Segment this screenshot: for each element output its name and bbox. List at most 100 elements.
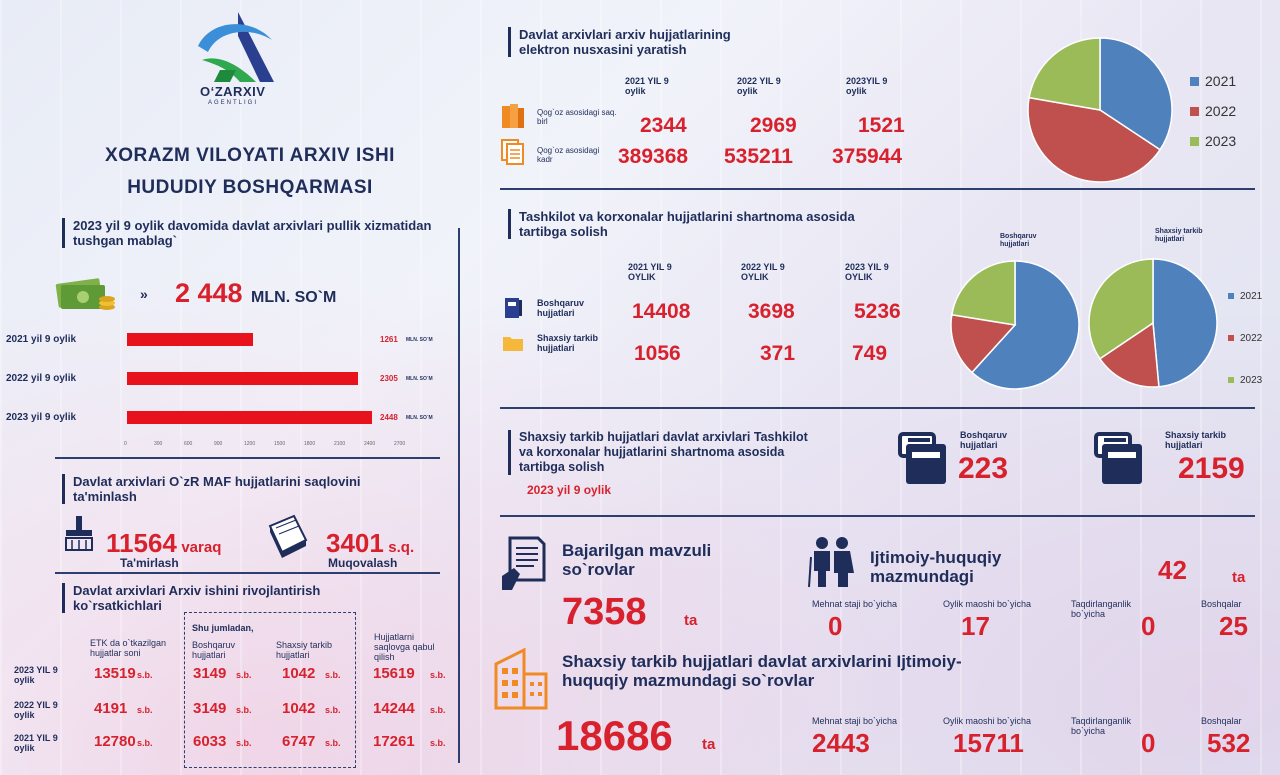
pie-slice-2022 bbox=[1098, 321, 1160, 388]
bar-axis-tick: 1200 bbox=[244, 441, 256, 447]
logo-mark-icon bbox=[198, 12, 274, 82]
bar-label: 2023 yil 9 oylik bbox=[6, 412, 77, 423]
boshqaruv-pie-chart bbox=[950, 260, 1080, 390]
bar-data-unit: MLN. SO`M bbox=[406, 376, 433, 382]
contract-r2-v3: 749 bbox=[852, 342, 888, 365]
digital-pie-chart bbox=[1027, 37, 1173, 183]
legend-swatch bbox=[1190, 106, 1199, 116]
dev-row-unit: s.b. bbox=[325, 705, 341, 715]
dev-row-v2: 3149 bbox=[193, 665, 227, 682]
document-hand-icon bbox=[500, 536, 546, 597]
dev-row-v2: 3149 bbox=[193, 700, 227, 717]
social-v4: 25 bbox=[1219, 611, 1248, 641]
pie-slice-2023 bbox=[950, 260, 1016, 326]
dev-row-v1: 13519 bbox=[94, 665, 136, 682]
personal-cat2: Oylik maoshi bo`yicha bbox=[943, 716, 1032, 726]
social-unit: ta bbox=[1232, 569, 1246, 586]
pie-slice-2023 bbox=[1088, 258, 1154, 360]
bar-axis-tick: 2700 bbox=[394, 441, 406, 447]
people-icon bbox=[808, 535, 858, 594]
page-title-line2: HUDUDIY BOSHQARMASI bbox=[127, 177, 373, 198]
digital-pie-legend: 2021 2022 2023 bbox=[1190, 66, 1236, 156]
bar-axis-tick: 2400 bbox=[364, 441, 376, 447]
bar-data-label: 1261 bbox=[380, 335, 398, 344]
contract-r1-v2: 3698 bbox=[748, 300, 795, 323]
contract-r2-v2: 371 bbox=[760, 342, 796, 365]
legend-label: 2021 bbox=[1205, 73, 1237, 89]
dev-row-v2: 6033 bbox=[193, 733, 227, 750]
bar-axis-tick: 900 bbox=[214, 441, 223, 447]
legend-item: 2023 bbox=[1228, 359, 1262, 401]
divider bbox=[55, 457, 440, 459]
dev-col4-header: Hujjatlarni saqlovga qabul qilish bbox=[374, 632, 435, 662]
dev-row-v1: 4191 bbox=[94, 700, 128, 717]
digital-r1-v2: 2969 bbox=[750, 114, 797, 137]
dev-row-year: 2022 YIL 9 oylik bbox=[14, 700, 58, 720]
building-icon bbox=[492, 647, 550, 715]
dev-col1-header: ETK da o`tkazilgan hujjatlar soni bbox=[90, 638, 167, 658]
logo-sub: AGENTLIGI bbox=[208, 100, 259, 106]
personnel-box1-label: Boshqaruv hujjatlari bbox=[960, 430, 1008, 450]
divider bbox=[500, 407, 1255, 409]
digital-year-2: 2022 YIL 9 oylik bbox=[737, 76, 781, 96]
repair-stat: 11564 varaq bbox=[106, 528, 221, 559]
thematic-unit: ta bbox=[684, 612, 698, 629]
pie-slice-2023 bbox=[1028, 37, 1101, 111]
repair-label: Ta'mirlash bbox=[120, 556, 179, 570]
bar-axis-tick: 600 bbox=[184, 441, 193, 447]
contract-row2-label: Shaxsiy tarkib hujjatlari bbox=[537, 333, 599, 353]
dev-row-v4: 14244 bbox=[373, 700, 415, 717]
dev-col3-header: Shaxsiy tarkib hujjatlari bbox=[276, 640, 333, 660]
bar-data-label: 2448 bbox=[380, 413, 398, 422]
maf-title: Davlat arxivlari O`zR MAF hujjatlarini s… bbox=[62, 474, 362, 504]
digital-r1-v1: 2344 bbox=[640, 114, 687, 137]
dev-row-unit: s.b. bbox=[430, 738, 446, 748]
bar-data-unit: MLN. SO`M bbox=[406, 337, 433, 343]
arrow-right-icon: » bbox=[140, 286, 148, 302]
dev-row-unit: s.b. bbox=[430, 705, 446, 715]
bar-axis-tick: 1500 bbox=[274, 441, 286, 447]
digital-row1-label: Qog`oz asosidagi saq. birl bbox=[537, 108, 617, 126]
social-title: Ijtimoiy-huquqiy mazmundagi bbox=[870, 548, 1002, 586]
folder-icon bbox=[502, 334, 524, 357]
archive-box-icon bbox=[1094, 430, 1146, 493]
legend-swatch bbox=[1190, 76, 1199, 86]
dev-group-title: Shu jumladan, bbox=[192, 623, 254, 633]
revenue-total: 2 448 MLN. SO`M bbox=[175, 278, 336, 309]
pie-slice-2022 bbox=[1027, 96, 1162, 183]
legend-item: 2021 bbox=[1190, 66, 1236, 96]
repair-unit: varaq bbox=[181, 539, 222, 556]
contract-year-3: 2023 YIL 9 OYLIK bbox=[845, 262, 889, 282]
digital-title: Davlat arxivlari arxiv hujjatlarining el… bbox=[508, 27, 778, 57]
dev-row-v1: 12780 bbox=[94, 733, 136, 750]
personal-value: 18686 bbox=[556, 712, 673, 759]
dev-row-unit: s.b. bbox=[325, 670, 341, 680]
shaxsiy-pie-chart bbox=[1088, 258, 1218, 388]
personal-title: Shaxsiy tarkib hujjatlari davlat arxivla… bbox=[562, 652, 962, 690]
personal-cat4: Boshqalar bbox=[1201, 716, 1242, 726]
dev-title: Davlat arxivlari Arxiv ishini rivojlanti… bbox=[62, 583, 372, 613]
money-icon bbox=[55, 275, 117, 315]
divider bbox=[55, 572, 440, 574]
dev-row-unit: s.b. bbox=[236, 705, 252, 715]
folders-icon bbox=[500, 102, 526, 135]
dev-row-v3: 1042 bbox=[282, 665, 316, 682]
legend-item: 2021 bbox=[1228, 275, 1262, 317]
dev-row-year: 2021 YIL 9 oylik bbox=[14, 733, 58, 753]
social-v2: 17 bbox=[961, 611, 990, 641]
personal-v2: 15711 bbox=[953, 728, 1024, 758]
social-value: 42 bbox=[1158, 555, 1187, 585]
social-cat4: Boshqalar bbox=[1201, 599, 1242, 609]
revenue-total-unit: MLN. SO`M bbox=[251, 289, 337, 306]
legend-item: 2023 bbox=[1190, 126, 1236, 156]
legend-label: 2021 bbox=[1240, 290, 1263, 302]
pie1-title: Boshqaruv hujjatlari bbox=[1000, 233, 1037, 248]
binding-value: 3401 bbox=[326, 528, 384, 558]
contract-pie-legend: 2021 2022 2023 bbox=[1228, 275, 1262, 401]
pie-slice-2021 bbox=[1152, 258, 1218, 388]
digital-year-3: 2023YIL 9 oylik bbox=[846, 76, 888, 96]
contract-row1-label: Boshqaruv hujjatlari bbox=[537, 298, 585, 318]
pie-slice-2021 bbox=[970, 260, 1080, 390]
binder-icon bbox=[502, 296, 524, 325]
bar-label: 2022 yil 9 oylik bbox=[6, 373, 77, 384]
